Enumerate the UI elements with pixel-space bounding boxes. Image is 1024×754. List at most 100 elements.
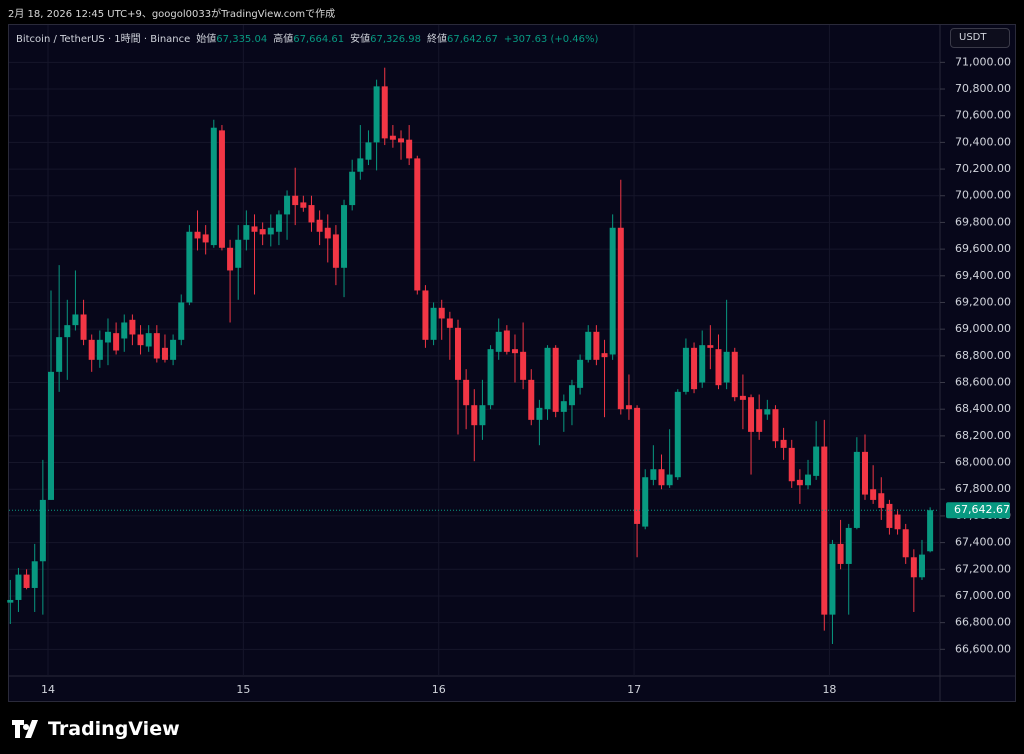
candle-body [88,339,95,360]
y-tick-label: 69,800.00 [955,215,1011,228]
candle-body [72,314,79,326]
candle-body [145,333,152,347]
candle-body [300,202,307,208]
candle-body [666,474,673,486]
candle-body [487,349,494,406]
candle-body [845,527,852,564]
legend-value: 67,335.04 [216,34,268,45]
logo-icon [12,720,38,738]
candle-body [520,351,527,380]
candle-body [862,451,868,495]
candle-body [39,499,46,562]
candle-body [748,397,755,432]
candle-body [414,158,421,291]
candle-body [634,407,641,524]
candle-body [186,231,193,303]
candle-body [739,395,746,400]
candle-body [7,599,14,603]
candles [7,67,934,644]
candle-body [568,385,575,406]
symbol: Bitcoin / TetherUS · 1時間 · Binance [16,34,191,45]
candle-body [438,307,445,319]
candle-body [894,514,901,530]
candle-body [202,234,209,243]
y-tick-label: 69,400.00 [955,269,1011,282]
candle-body [113,333,120,351]
legend: Bitcoin / TetherUS · 1時間 · Binance 始値67,3… [16,30,598,45]
y-tick-label: 70,000.00 [955,189,1011,202]
candle-body [341,205,348,268]
candle-body [511,349,518,354]
candle-body [178,302,185,340]
candle-body [731,351,738,398]
candle-body [430,307,437,340]
candle-body [723,351,730,383]
legend-value: 67,326.98 [370,34,422,45]
candle-body [715,349,722,386]
candle-body [625,405,632,410]
candle-body [821,446,828,615]
candle-body [227,247,234,271]
candle-body [528,379,535,420]
candle-body [756,409,763,432]
candle-body [398,138,405,143]
y-tick-label: 69,200.00 [955,295,1011,308]
candle-body [161,347,168,360]
y-tick-label: 69,000.00 [955,322,1011,335]
candle-body [658,469,665,486]
y-tick-label: 71,000.00 [955,55,1011,68]
last-price-label: 67,642.67 [954,503,1010,516]
candle-body [389,135,396,140]
y-tick-label: 68,600.00 [955,376,1011,389]
y-tick-label: 66,600.00 [955,642,1011,655]
candle-body [910,557,917,578]
candle-body [918,554,925,578]
candle-body [927,510,934,552]
last-price-box [946,502,1010,519]
candle-body [544,347,551,410]
candle-body [243,225,250,240]
logo-text: TradingView [48,718,180,740]
candle-body [381,86,388,139]
candle-body [194,231,201,239]
candle-body [80,314,87,340]
candle-body [829,543,836,615]
candle-body [617,227,624,410]
candle-body [837,543,844,564]
candle-body [275,214,282,232]
y-tick-label: 67,800.00 [955,482,1011,495]
chart-panel [8,24,1016,702]
candle-body [870,489,877,500]
candle-body [422,290,429,340]
grid [9,25,939,676]
candle-body [902,529,909,558]
candle-body [707,345,714,348]
candle-body [251,226,258,232]
candle-body [170,339,177,360]
candle-body [503,330,510,352]
y-tick-label: 67,400.00 [955,536,1011,549]
y-tick-label: 68,800.00 [955,349,1011,362]
candle-body [406,139,413,159]
candle-body [284,195,291,215]
candle-body [780,439,787,448]
candle-body [259,229,266,235]
currency-button[interactable]: USDT [950,28,1010,48]
y-tick-label: 70,800.00 [955,82,1011,95]
candle-body [373,86,380,143]
y-tick-label: 67,000.00 [955,589,1011,602]
candle-body [56,337,63,372]
candle-body [853,451,860,528]
x-tick-label: 14 [41,683,55,696]
x-tick-label: 17 [627,683,641,696]
legend-label: 高値 [273,34,294,45]
candle-body [316,219,323,232]
candle-body [218,130,225,248]
candle-body [699,345,706,383]
candle-body [813,446,820,476]
candle-body [560,401,567,412]
legend-value: 67,642.67 [447,34,498,45]
candle-body [96,339,103,360]
candle-body [650,469,657,480]
